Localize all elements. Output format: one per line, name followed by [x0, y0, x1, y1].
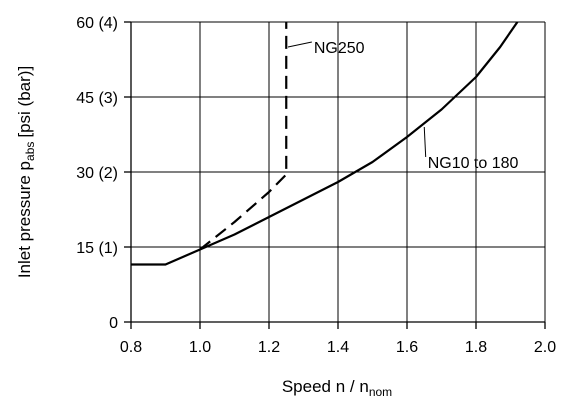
y-axis-title-suffix: [psi (bar)]: [15, 66, 34, 138]
series-line-ng10-to-180: [131, 21, 519, 266]
series-label: NG250: [314, 40, 365, 57]
x-tick-label: 2.0: [534, 339, 556, 356]
y-tick-label: 15 (1): [76, 240, 118, 257]
x-tick-label: 1.2: [258, 339, 280, 356]
grid: [131, 21, 546, 322]
series-label-leader: [287, 41, 312, 48]
x-axis-title: Speed n / nnom: [282, 377, 392, 399]
y-tick-label: 30 (2): [76, 165, 118, 182]
y-tick-label: 0: [109, 315, 118, 332]
series-label-leader: [423, 126, 427, 158]
y-axis-title-subscript: abs: [23, 142, 37, 161]
series-labels: NG250 NG10 to 180: [287, 40, 519, 172]
y-axis-title: Inlet pressure pabs[psi (bar)]: [15, 66, 37, 278]
series-line-ng250: [199, 22, 288, 251]
y-tick-label: 60 (4): [76, 15, 118, 32]
x-tick-label: 1.4: [327, 339, 349, 356]
x-tick-label: 0.8: [120, 339, 142, 356]
series-lines: [131, 21, 519, 266]
x-tick-label: 1.6: [396, 339, 418, 356]
ticks: 0.8 1.0 1.2 1.4 1.6 1.8 2.0 0 15 (1) 30 (2) 45 (3)…: [76, 15, 556, 356]
x-tick-label: 1.0: [189, 339, 211, 356]
x-tick-label: 1.8: [465, 339, 487, 356]
series-label: NG10 to 180: [428, 155, 519, 172]
x-axis-title-subscript: nom: [369, 385, 392, 399]
y-tick-label: 45 (3): [76, 90, 118, 107]
